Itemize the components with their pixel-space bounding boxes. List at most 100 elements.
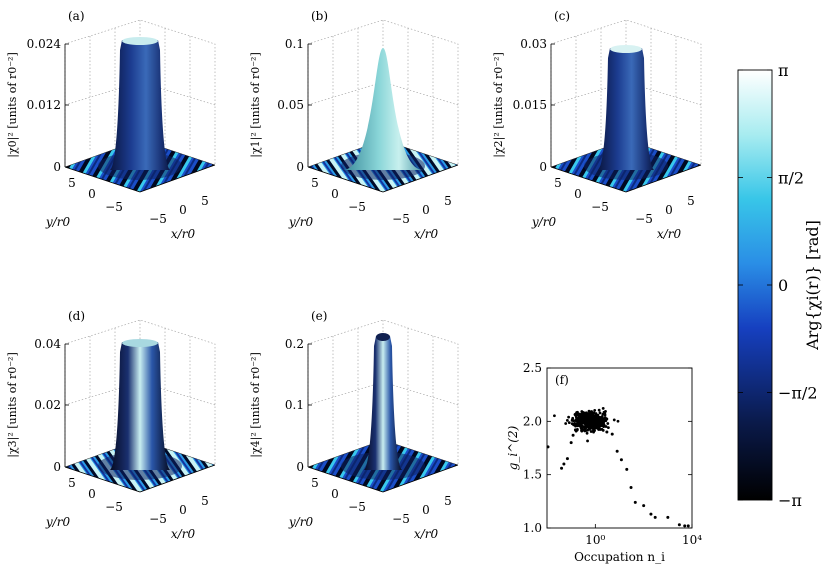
scatter-point <box>604 425 608 428</box>
y-tick-label: −5 <box>348 500 366 514</box>
scatter-point <box>581 426 585 429</box>
y-axis-label: y/r0 <box>531 215 557 229</box>
scatter-point <box>595 415 599 419</box>
scatter-point <box>683 524 687 528</box>
scatter-points <box>546 407 690 528</box>
colorbar-tick-label: −π/2 <box>778 384 818 403</box>
x-axis-label: x/r0 <box>171 227 196 241</box>
scatter-point <box>567 421 571 425</box>
y-tick-label: −5 <box>591 200 609 214</box>
pillar-cap <box>122 37 158 45</box>
x-axis-label: x/r0 <box>657 227 682 241</box>
scatter-point <box>579 426 583 430</box>
scatter-point <box>586 416 590 420</box>
scatter-point <box>642 504 646 508</box>
z-tick-label: 0.1 <box>285 398 304 412</box>
z-tick-label: 0 <box>53 160 61 174</box>
y-tick-label: 5 <box>311 476 319 490</box>
colorbar-tick-label: π/2 <box>778 169 804 188</box>
scatter-point <box>565 457 569 461</box>
scatter-point <box>596 413 600 417</box>
scatter-point <box>598 411 602 415</box>
y-tick-label: 0 <box>331 487 339 501</box>
scatter-point <box>579 417 583 420</box>
y-tick-label: 5 <box>311 176 319 190</box>
y-tick-label: −5 <box>105 500 123 514</box>
panel-tag: (f) <box>555 373 569 387</box>
z-tick-label: 0 <box>53 460 61 474</box>
x-tick-label: 5 <box>444 494 452 508</box>
scatter-point <box>612 418 616 422</box>
x-tick-label: 10⁰ <box>585 533 605 547</box>
scatter-point <box>562 462 566 466</box>
x-tick-label: −5 <box>635 212 653 226</box>
x-tick-label: −5 <box>392 212 410 226</box>
scatter-point <box>590 416 594 419</box>
scatter-point <box>570 418 574 422</box>
axes <box>307 44 459 193</box>
scatter-point <box>605 417 608 421</box>
z-tick-label: 0.015 <box>513 98 547 112</box>
panel-tag: (c) <box>554 9 570 23</box>
y-tick-label: 0 <box>331 187 339 201</box>
y-axis-label: g_i^(2) <box>506 425 520 470</box>
scatter-axes-box <box>546 367 693 529</box>
density-peak <box>343 48 423 170</box>
scatter-point <box>573 412 577 416</box>
scatter-point <box>560 466 564 470</box>
scatter-panel: 1.0 1.5 2.0 2.5 10⁰ 10⁴ (f) g_i^(2) Occupation n… <box>506 361 702 564</box>
scatter-point <box>605 430 609 434</box>
scatter-point <box>580 414 584 418</box>
y-tick-label: −5 <box>348 200 366 214</box>
scatter-point <box>572 423 576 427</box>
colorbar-gradient <box>737 69 773 501</box>
pillar-cap <box>610 45 642 53</box>
scatter-point <box>569 441 573 445</box>
z-axis-label: |χ4|² [units of r0⁻²] <box>249 352 263 457</box>
scatter-point <box>601 412 605 416</box>
x-tick-label: 5 <box>687 194 695 208</box>
scatter-point <box>585 431 589 435</box>
scatter-point <box>591 423 595 427</box>
scatter-point <box>586 420 589 424</box>
surface-panel-5: 00.10.2|χ4|² [units of r0⁻²](e)50−5−505y… <box>249 309 459 541</box>
scatter-point <box>582 417 586 421</box>
z-axis-label: |χ0|² [units of r0⁻²] <box>6 52 20 157</box>
scatter-point <box>593 409 597 412</box>
scatter-point <box>587 427 591 431</box>
z-tick-label: 0.1 <box>285 37 304 51</box>
panel-tag: (a) <box>68 9 85 23</box>
density-pillar <box>110 342 170 470</box>
z-tick-label: 0.04 <box>34 337 61 351</box>
scatter-point <box>602 421 605 425</box>
scatter-point <box>606 426 610 430</box>
scatter-point <box>599 424 603 428</box>
y-axis-label: y/r0 <box>288 215 314 229</box>
axes <box>64 44 216 193</box>
scatter-point <box>616 419 620 423</box>
scatter-point <box>666 515 670 519</box>
axes <box>550 44 702 193</box>
y-tick-label: −5 <box>105 200 123 214</box>
y-tick-label: 5 <box>554 176 562 190</box>
scatter-point <box>582 411 586 415</box>
scatter-point <box>584 429 588 433</box>
scatter-point <box>602 419 606 423</box>
colorbar-label: Arg{χi(r)} [rad] <box>803 220 822 351</box>
scatter-point <box>677 523 681 527</box>
axes <box>307 344 459 493</box>
x-axis-label: x/r0 <box>414 527 439 541</box>
z-tick-label: 0.2 <box>285 337 304 351</box>
scatter-point <box>589 430 593 433</box>
scatter-point <box>619 458 623 462</box>
x-tick-label: 0 <box>179 203 187 217</box>
density-pillar <box>364 336 402 470</box>
scatter-point <box>583 422 587 425</box>
scatter-point <box>625 467 629 471</box>
scatter-point <box>592 420 596 424</box>
scatter-point <box>686 524 690 528</box>
scatter-point <box>592 430 595 434</box>
